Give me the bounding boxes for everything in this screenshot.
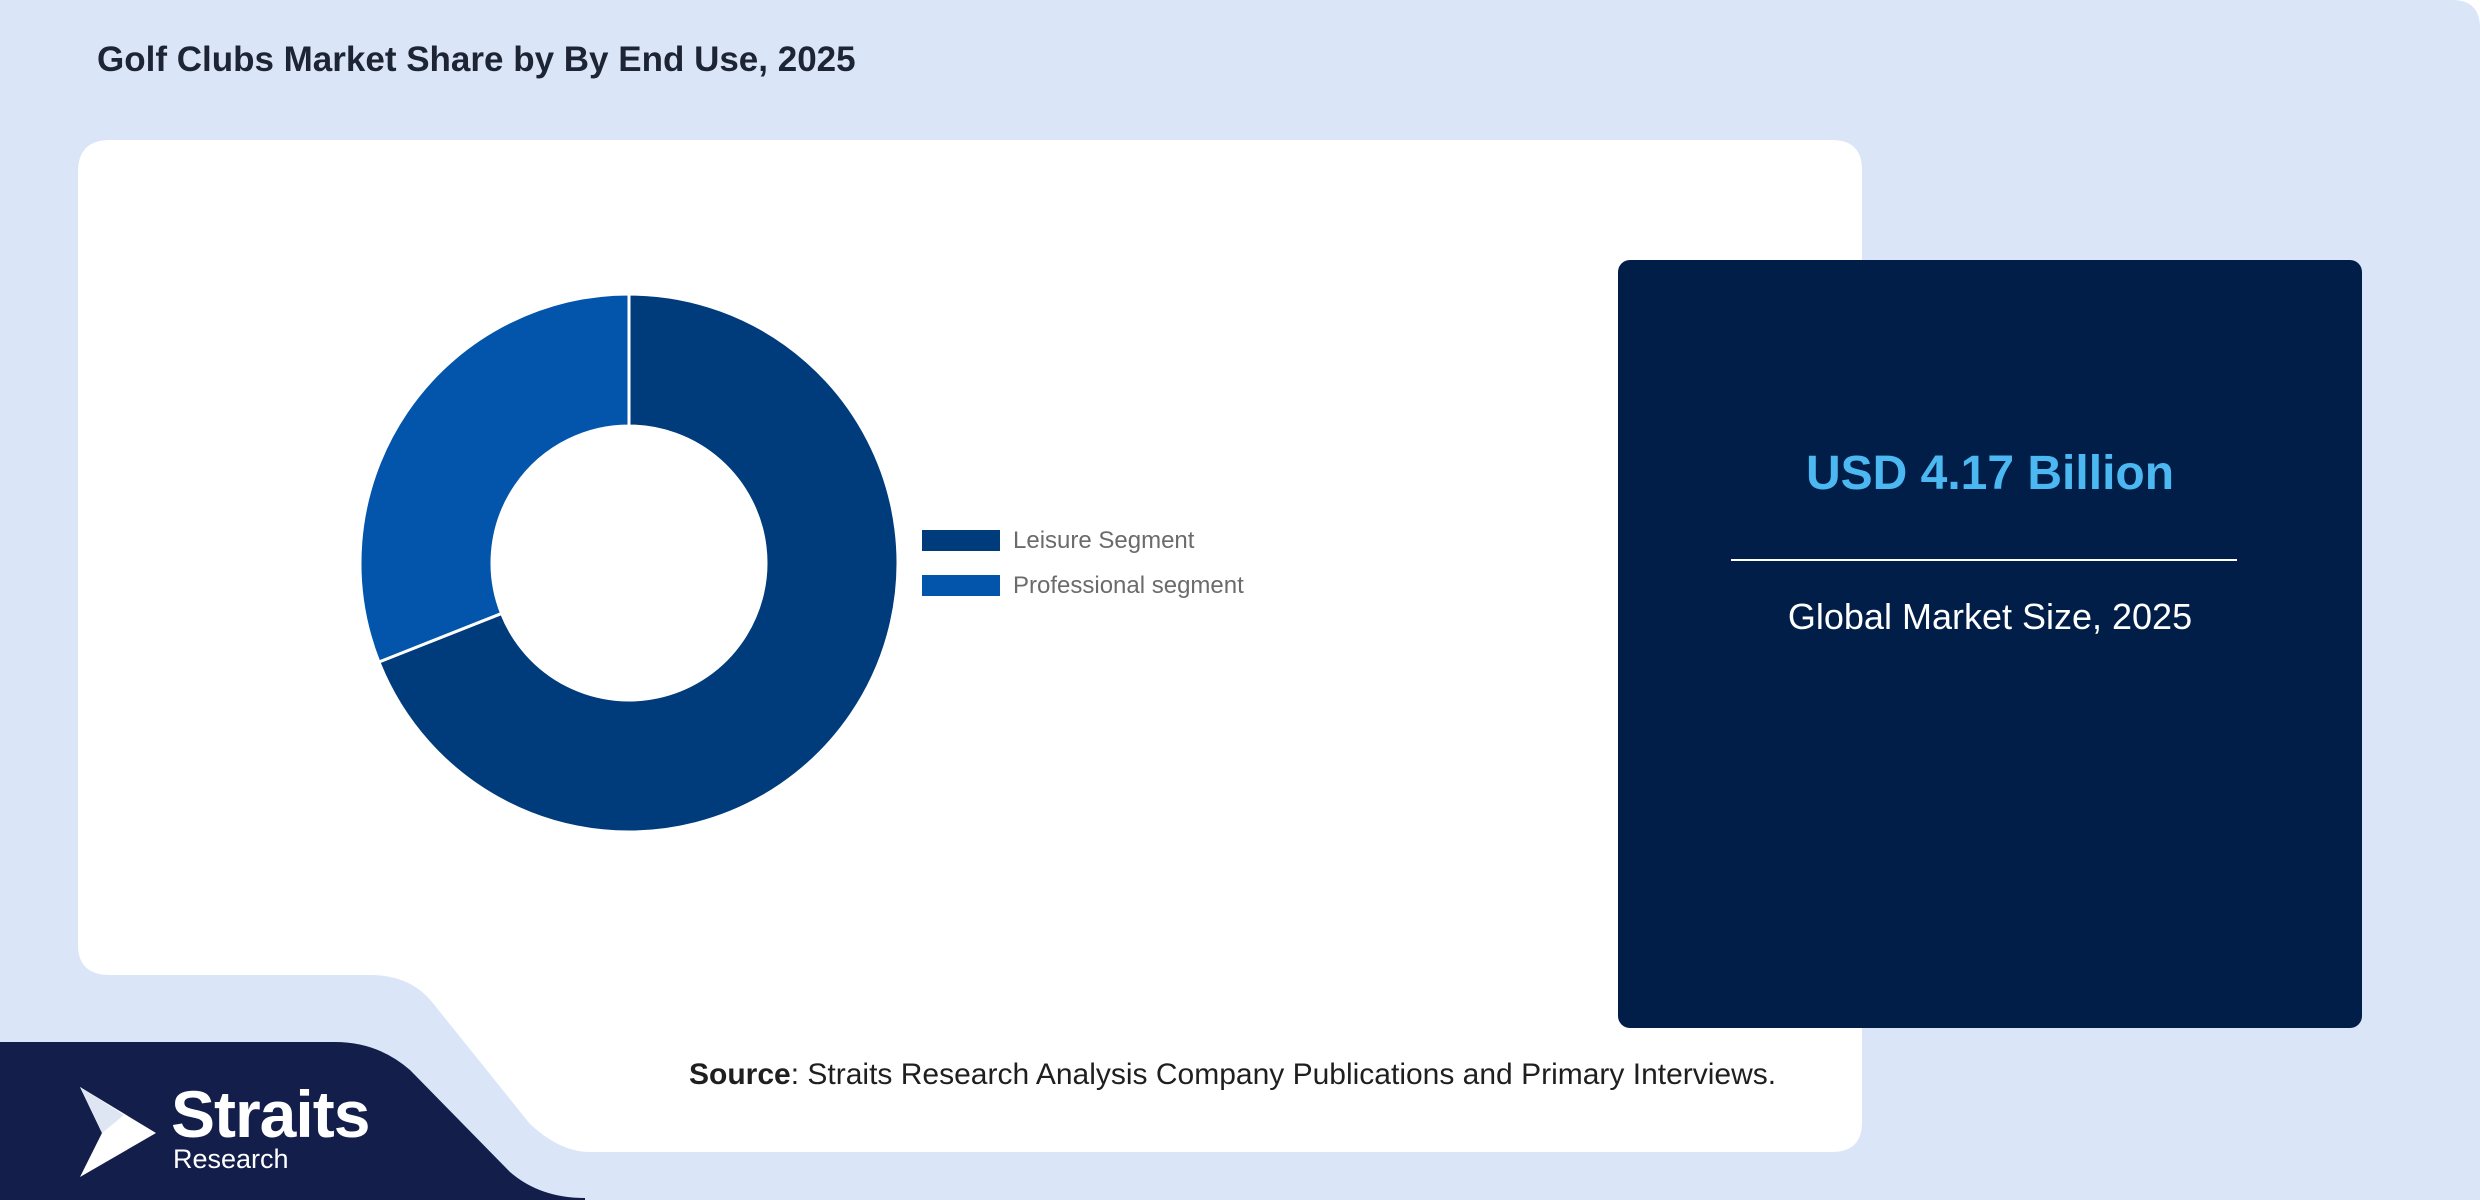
legend-swatch-1 <box>922 530 1000 551</box>
card-divider <box>1731 559 2237 561</box>
donut-slice-leisure-segment <box>376 292 900 834</box>
legend-label-1: Leisure Segment <box>1013 527 1195 554</box>
brand-subtitle: Research <box>173 1144 289 1174</box>
logo-arrow-icon <box>80 1087 156 1177</box>
source-note: Source: Straits Research Analysis Compan… <box>689 1058 1776 1092</box>
legend-label-2: Professional segment <box>1013 572 1244 599</box>
market-size-card: USD 4.17 Billion Global Market Size, 202… <box>1618 260 2362 1028</box>
legend-swatch-2 <box>922 575 1000 596</box>
source-label: Source <box>689 1058 791 1091</box>
chart-legend: Leisure Segment Professional segment <box>922 527 1244 599</box>
straits-research-logo: Straits Research <box>78 1077 398 1182</box>
donut-slices <box>358 292 900 834</box>
footer-band <box>0 1042 585 1200</box>
source-text: : Straits Research Analysis Company Publ… <box>790 1058 1777 1091</box>
chart-title: Golf Clubs Market Share by By End Use, 2… <box>97 40 856 79</box>
brand-name: Straits <box>171 1077 370 1151</box>
donut-slice-professional-segment <box>358 292 631 664</box>
market-size-label: Global Market Size, 2025 <box>1787 596 2193 637</box>
market-size-value: USD 4.17 Billion <box>1805 447 2175 500</box>
